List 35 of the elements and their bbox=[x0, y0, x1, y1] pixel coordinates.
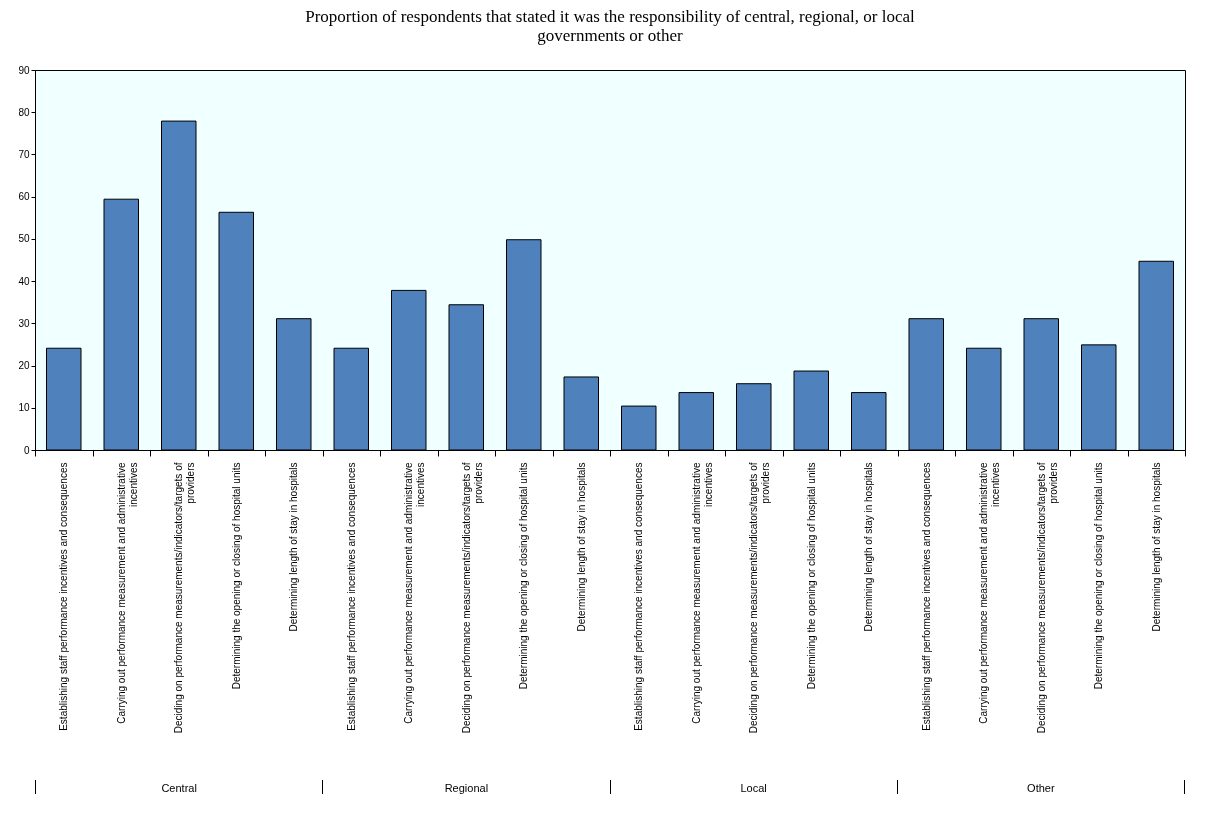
x-tick-label: Establishing staff performance incentives and consequences bbox=[920, 462, 932, 731]
y-tick-label: 40 bbox=[18, 275, 30, 287]
y-tick-label: 10 bbox=[18, 402, 30, 414]
x-tick-label: Carrying out performance measurement and administrative incentives bbox=[403, 462, 427, 724]
x-tick-label: Determining length of stay in hospitals bbox=[1150, 462, 1162, 632]
x-tick-label: Determining length of stay in hospitals bbox=[863, 462, 875, 632]
y-tick-label: 70 bbox=[18, 148, 30, 160]
x-tick-label: Deciding on performance measurements/indicators/targets of providers bbox=[1035, 462, 1059, 734]
y-tick-label: 80 bbox=[18, 106, 30, 118]
x-tick-label: Establishing staff performance incentives and consequences bbox=[633, 462, 645, 731]
y-tick-label: 90 bbox=[18, 64, 30, 76]
y-tick-label: 20 bbox=[18, 360, 30, 372]
x-tick-label: Determining length of stay in hospitals bbox=[288, 462, 300, 632]
x-tick-label: Establishing staff performance incentives and consequences bbox=[345, 462, 357, 731]
y-tick-label: 0 bbox=[23, 444, 30, 456]
x-tick-label: Determining the opening or closing of hospital units bbox=[518, 462, 530, 690]
y-tick-label: 50 bbox=[18, 233, 30, 245]
y-tick-label: 60 bbox=[18, 191, 30, 203]
chart-title: Proportion of respondents that stated it was the responsibility of central, regional, or local governments or other bbox=[305, 7, 916, 45]
x-tick-label: Determining the opening or closing of hospital units bbox=[1093, 462, 1105, 690]
x-tick-label: Establishing staff performance incentives and consequences bbox=[58, 462, 70, 731]
text: Regional bbox=[322, 780, 610, 794]
text: Local bbox=[609, 780, 897, 794]
text: Other bbox=[896, 780, 1185, 794]
x-tick-label: Carrying out performance measurement and administrative incentives bbox=[978, 462, 1002, 724]
x-tick-label: Deciding on performance measurements/indicators/targets of providers bbox=[748, 462, 772, 734]
x-tick-label: Determining length of stay in hospitals bbox=[575, 462, 587, 632]
x-tick-label: Determining the opening or closing of hospital units bbox=[805, 462, 817, 690]
text: Central bbox=[35, 780, 323, 794]
y-tick-label: 30 bbox=[18, 317, 30, 329]
x-tick-label: Carrying out performance measurement and administrative incentives bbox=[690, 462, 714, 724]
x-tick-label: Deciding on performance measurements/indicators/targets of providers bbox=[460, 462, 484, 734]
x-tick-label: Determining the opening or closing of hospital units bbox=[230, 462, 242, 690]
x-tick-label: Deciding on performance measurements/indicators/targets of providers bbox=[173, 462, 197, 734]
x-tick-label: Carrying out performance measurement and administrative incentives bbox=[115, 462, 139, 724]
